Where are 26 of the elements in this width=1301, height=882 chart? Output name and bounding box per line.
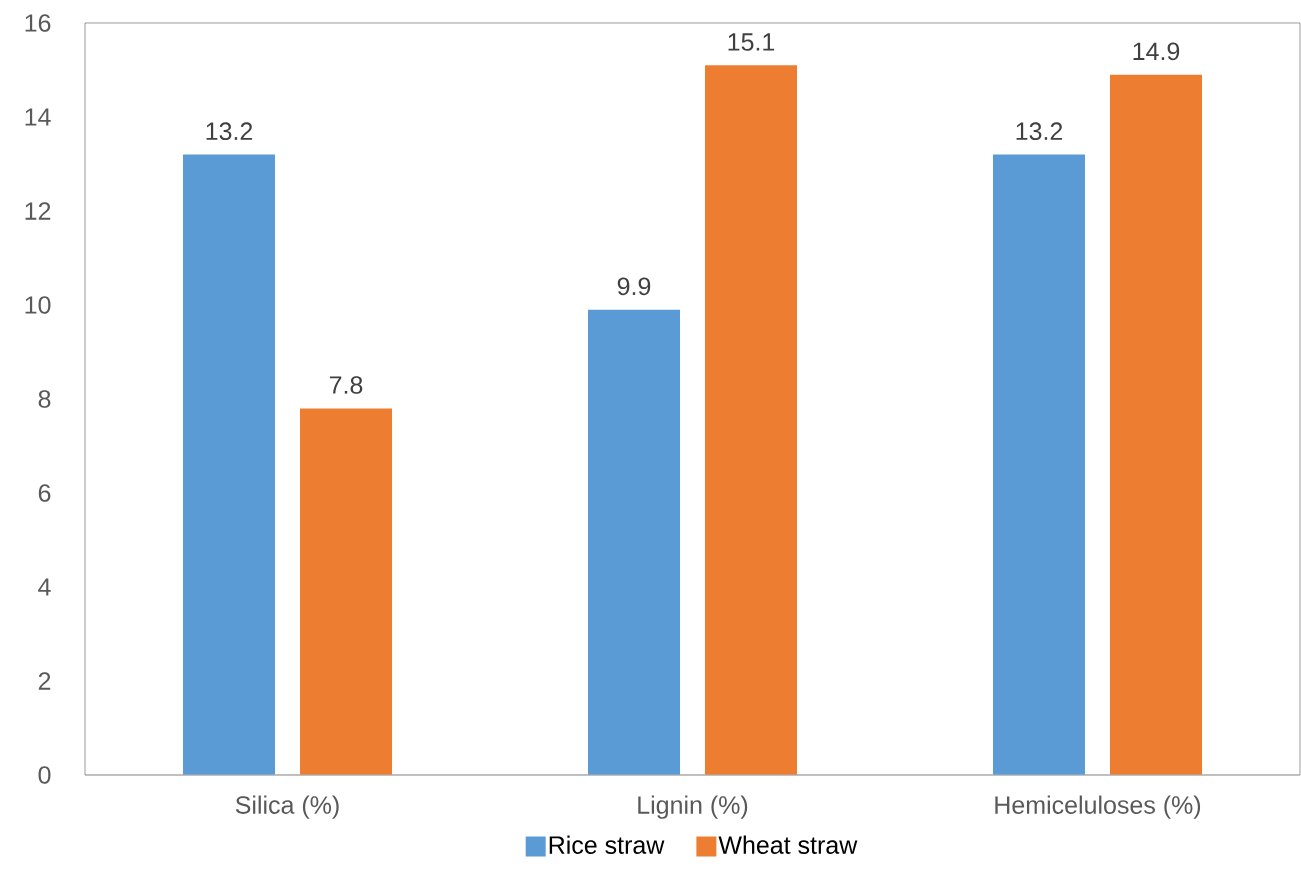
y-tick-label: 4: [38, 578, 51, 596]
data-label: 15.1: [728, 33, 775, 51]
y-tick-label: 16: [25, 14, 51, 32]
legend-label: Rice straw: [549, 835, 665, 854]
y-tick-label: 10: [25, 296, 51, 314]
bar: [588, 309, 680, 775]
y-tick-label: 0: [38, 766, 51, 784]
y-tick-label: 8: [38, 390, 51, 408]
bar: [993, 154, 1086, 775]
data-label: 14.9: [1133, 42, 1180, 61]
data-label: 9.9: [617, 277, 651, 296]
bar: [1110, 74, 1202, 775]
x-tick-label: Lignin (%): [638, 795, 748, 819]
y-tick-label: 12: [25, 202, 51, 220]
y-tick-label: 6: [38, 484, 51, 502]
bar: [705, 65, 797, 775]
data-label: 7.8: [329, 376, 363, 394]
bar: [183, 154, 275, 775]
data-label: 13.2: [1016, 122, 1063, 141]
legend-label: Wheat straw: [718, 835, 858, 854]
data-label: 13.2: [206, 122, 253, 141]
y-tick-label: 2: [38, 672, 51, 690]
bar: [300, 408, 393, 775]
x-tick-label: Hemiceluloses (%): [995, 795, 1201, 819]
y-tick-label: 14: [25, 108, 51, 126]
x-tick-label: Silica (%): [235, 795, 339, 819]
